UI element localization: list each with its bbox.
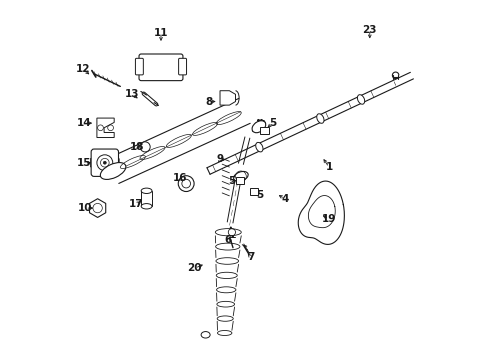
- Polygon shape: [89, 199, 105, 217]
- Ellipse shape: [251, 121, 265, 133]
- Text: 1: 1: [325, 162, 332, 172]
- FancyBboxPatch shape: [135, 58, 143, 75]
- FancyBboxPatch shape: [91, 149, 118, 176]
- FancyBboxPatch shape: [112, 158, 119, 167]
- Text: 14: 14: [77, 118, 91, 128]
- Ellipse shape: [141, 188, 152, 193]
- Circle shape: [228, 229, 235, 236]
- Circle shape: [140, 142, 150, 152]
- Text: 15: 15: [77, 158, 91, 168]
- Text: 16: 16: [172, 173, 186, 183]
- Bar: [235, 177, 244, 184]
- Text: 5: 5: [228, 176, 235, 186]
- Text: 5: 5: [256, 190, 263, 200]
- Ellipse shape: [141, 204, 152, 209]
- Text: 5: 5: [268, 118, 276, 128]
- Text: 23: 23: [362, 24, 376, 35]
- Text: 9: 9: [216, 154, 223, 164]
- Circle shape: [103, 161, 106, 164]
- Ellipse shape: [100, 163, 125, 179]
- Ellipse shape: [316, 114, 324, 123]
- Text: 11: 11: [153, 28, 168, 38]
- Text: 13: 13: [124, 89, 139, 99]
- Text: 7: 7: [247, 252, 254, 262]
- Text: 6: 6: [224, 235, 231, 246]
- Ellipse shape: [255, 143, 263, 152]
- Text: 4: 4: [281, 194, 288, 204]
- Text: 18: 18: [130, 142, 144, 152]
- Ellipse shape: [357, 95, 364, 104]
- Circle shape: [178, 176, 194, 192]
- Polygon shape: [220, 91, 235, 105]
- Bar: [260, 127, 268, 134]
- FancyBboxPatch shape: [178, 58, 186, 75]
- Text: 8: 8: [205, 96, 212, 107]
- Text: 10: 10: [78, 203, 92, 213]
- Text: 12: 12: [76, 64, 90, 74]
- Ellipse shape: [201, 332, 210, 338]
- Text: 20: 20: [187, 263, 202, 273]
- Text: 19: 19: [321, 214, 336, 224]
- Polygon shape: [97, 118, 114, 138]
- FancyBboxPatch shape: [139, 54, 183, 81]
- Ellipse shape: [233, 171, 248, 181]
- FancyBboxPatch shape: [90, 158, 98, 167]
- Bar: [249, 188, 258, 195]
- Text: 17: 17: [128, 199, 143, 210]
